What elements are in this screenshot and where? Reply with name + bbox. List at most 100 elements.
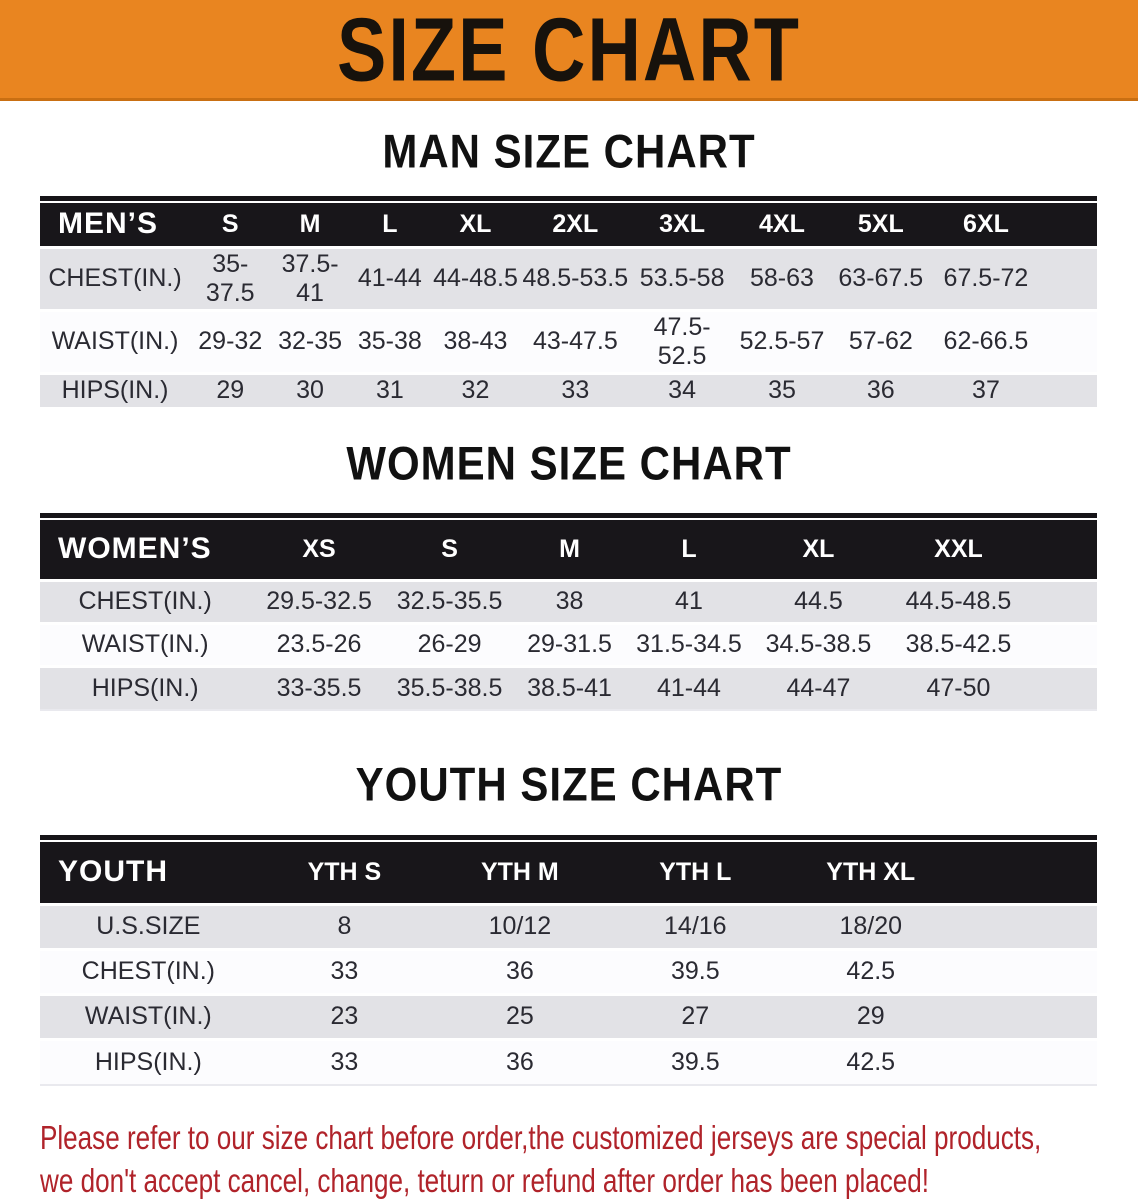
row-label: HIPS(IN.) xyxy=(94,1047,202,1076)
women-corner-label: WOMEN’S xyxy=(40,520,251,580)
row-label: CHEST(IN.) xyxy=(78,587,212,615)
men-heading: MAN SIZE CHART xyxy=(382,125,756,178)
size-cell: 26-29 xyxy=(417,630,482,658)
disclaimer-line-1: Please refer to our size chart before or… xyxy=(40,1119,1042,1156)
size-cell: 38.5-42.5 xyxy=(905,630,1012,658)
size-cell: 33 xyxy=(330,1047,359,1076)
size-header: YTH XL xyxy=(783,842,959,904)
row-label: WAIST(IN.) xyxy=(81,630,209,658)
size-cell: 41-44 xyxy=(656,673,721,702)
women-header-row: WOMEN’S XS S M L XL XXL xyxy=(40,520,1097,580)
size-cell: 39.5 xyxy=(670,957,720,985)
table-filler xyxy=(1030,623,1097,666)
size-cell: 47-50 xyxy=(926,673,991,702)
size-cell: 35 xyxy=(768,376,796,405)
size-cell: 29.5-32.5 xyxy=(266,587,372,615)
table-filler xyxy=(958,842,1097,904)
youth-heading: YOUTH SIZE CHART xyxy=(355,758,783,811)
size-header: 3XL xyxy=(629,203,735,247)
size-cell: 44.5-48.5 xyxy=(905,587,1012,615)
size-cell: 44-47 xyxy=(786,673,851,702)
size-cell: 41-44 xyxy=(357,264,422,292)
table-filler xyxy=(958,949,1097,994)
size-cell: 53.5-58 xyxy=(639,264,725,292)
size-header: S xyxy=(190,203,271,247)
men-header-row: MEN’S S M L XL 2XL 3XL 4XL 5XL 6XL xyxy=(40,203,1097,247)
table-row: WAIST(IN.) 23.5-26 26-29 29-31.5 31.5-34… xyxy=(40,623,1097,666)
row-label: CHEST(IN.) xyxy=(48,264,182,292)
size-cell: 36 xyxy=(505,957,534,985)
table-filler xyxy=(1040,310,1097,373)
size-header: 2XL xyxy=(520,203,630,247)
size-cell: 44-48.5 xyxy=(433,264,518,292)
table-row: CHEST(IN.) 35-37.5 37.5-41 41-44 44-48.5… xyxy=(40,247,1097,310)
size-cell: 37 xyxy=(972,376,1000,405)
size-cell: 18/20 xyxy=(839,912,903,940)
size-cell: 57-62 xyxy=(848,327,913,355)
size-cell: 44.5 xyxy=(794,587,843,615)
size-header: 6XL xyxy=(932,203,1040,247)
women-table-frame: WOMEN’S XS S M L XL XXL CHEST(IN.) 29.5-… xyxy=(40,513,1097,711)
size-header: XL xyxy=(430,203,521,247)
size-cell: 33 xyxy=(561,376,590,405)
row-label: CHEST(IN.) xyxy=(81,957,215,985)
disclaimer: Please refer to our size chart before or… xyxy=(40,1116,1138,1202)
row-label: WAIST(IN.) xyxy=(84,1002,212,1030)
size-cell: 63-67.5 xyxy=(838,264,924,292)
size-cell: 62-66.5 xyxy=(943,327,1029,355)
disclaimer-line-2: we don't accept cancel, change, teturn o… xyxy=(40,1162,930,1199)
size-cell: 58-63 xyxy=(749,264,814,292)
row-label: U.S.SIZE xyxy=(96,912,201,940)
table-row: WAIST(IN.) 29-32 32-35 35-38 38-43 43-47… xyxy=(40,310,1097,373)
youth-section: YOUTH SIZE CHART YOUTH YTH S YTH M YTH L… xyxy=(0,758,1138,1086)
row-label: HIPS(IN.) xyxy=(91,673,199,702)
size-cell: 38.5-41 xyxy=(527,673,612,702)
men-table-frame: MEN’S S M L XL 2XL 3XL 4XL 5XL 6XL CHEST… xyxy=(40,196,1097,407)
table-filler xyxy=(1040,373,1097,407)
row-label: WAIST(IN.) xyxy=(51,327,179,355)
size-header: S xyxy=(387,520,512,580)
size-cell: 29 xyxy=(216,376,245,405)
youth-size-table: YOUTH YTH S YTH M YTH L YTH XL U.S.SIZE … xyxy=(40,842,1097,1084)
size-cell: 8 xyxy=(337,912,352,940)
table-row: HIPS(IN.) 29 30 31 32 33 34 35 36 37 xyxy=(40,373,1097,407)
women-section: WOMEN SIZE CHART WOMEN’S XS S M L XL XXL xyxy=(0,437,1138,711)
size-cell: 38 xyxy=(555,587,584,615)
size-header: XL xyxy=(750,520,887,580)
size-cell: 35-38 xyxy=(357,327,422,355)
women-size-table: WOMEN’S XS S M L XL XXL CHEST(IN.) 29.5-… xyxy=(40,520,1097,709)
size-cell: 35.5-38.5 xyxy=(396,673,503,702)
size-cell: 32 xyxy=(461,376,490,405)
size-header: M xyxy=(270,203,350,247)
men-size-table: MEN’S S M L XL 2XL 3XL 4XL 5XL 6XL CHEST… xyxy=(40,203,1097,407)
youth-table-frame: YOUTH YTH S YTH M YTH L YTH XL U.S.SIZE … xyxy=(40,835,1097,1086)
size-cell: 36 xyxy=(505,1047,534,1076)
table-filler xyxy=(1039,203,1097,247)
size-header: M xyxy=(511,520,628,580)
size-header: 4XL xyxy=(734,203,830,247)
size-cell: 29-32 xyxy=(198,327,263,355)
size-cell: 23.5-26 xyxy=(276,630,362,658)
size-cell: 42.5 xyxy=(846,1047,896,1076)
table-filler xyxy=(958,994,1097,1039)
size-cell: 34.5-38.5 xyxy=(765,630,872,658)
table-row: CHEST(IN.) 33 36 39.5 42.5 xyxy=(40,949,1097,994)
size-header: YTH L xyxy=(607,842,784,904)
size-header: YTH S xyxy=(256,842,433,904)
table-row: HIPS(IN.) 33-35.5 35.5-38.5 38.5-41 41-4… xyxy=(40,666,1097,709)
youth-header-row: YOUTH YTH S YTH M YTH L YTH XL xyxy=(40,842,1097,904)
size-cell: 36 xyxy=(866,376,895,405)
size-cell: 35-37.5 xyxy=(205,249,255,307)
men-section: MAN SIZE CHART MEN’S S M L XL 2XL 3XL 4X… xyxy=(0,125,1138,407)
size-cell: 48.5-53.5 xyxy=(522,264,629,292)
size-cell: 31.5-34.5 xyxy=(636,630,742,658)
size-cell: 47.5-52.5 xyxy=(653,312,711,370)
size-cell: 41 xyxy=(675,587,703,615)
size-cell: 23 xyxy=(330,1002,359,1030)
size-header: L xyxy=(349,203,431,247)
women-heading: WOMEN SIZE CHART xyxy=(346,437,792,490)
table-filler xyxy=(1030,520,1097,580)
table-filler xyxy=(958,1039,1097,1084)
size-cell: 14/16 xyxy=(664,912,727,940)
table-row: U.S.SIZE 8 10/12 14/16 18/20 xyxy=(40,904,1097,949)
